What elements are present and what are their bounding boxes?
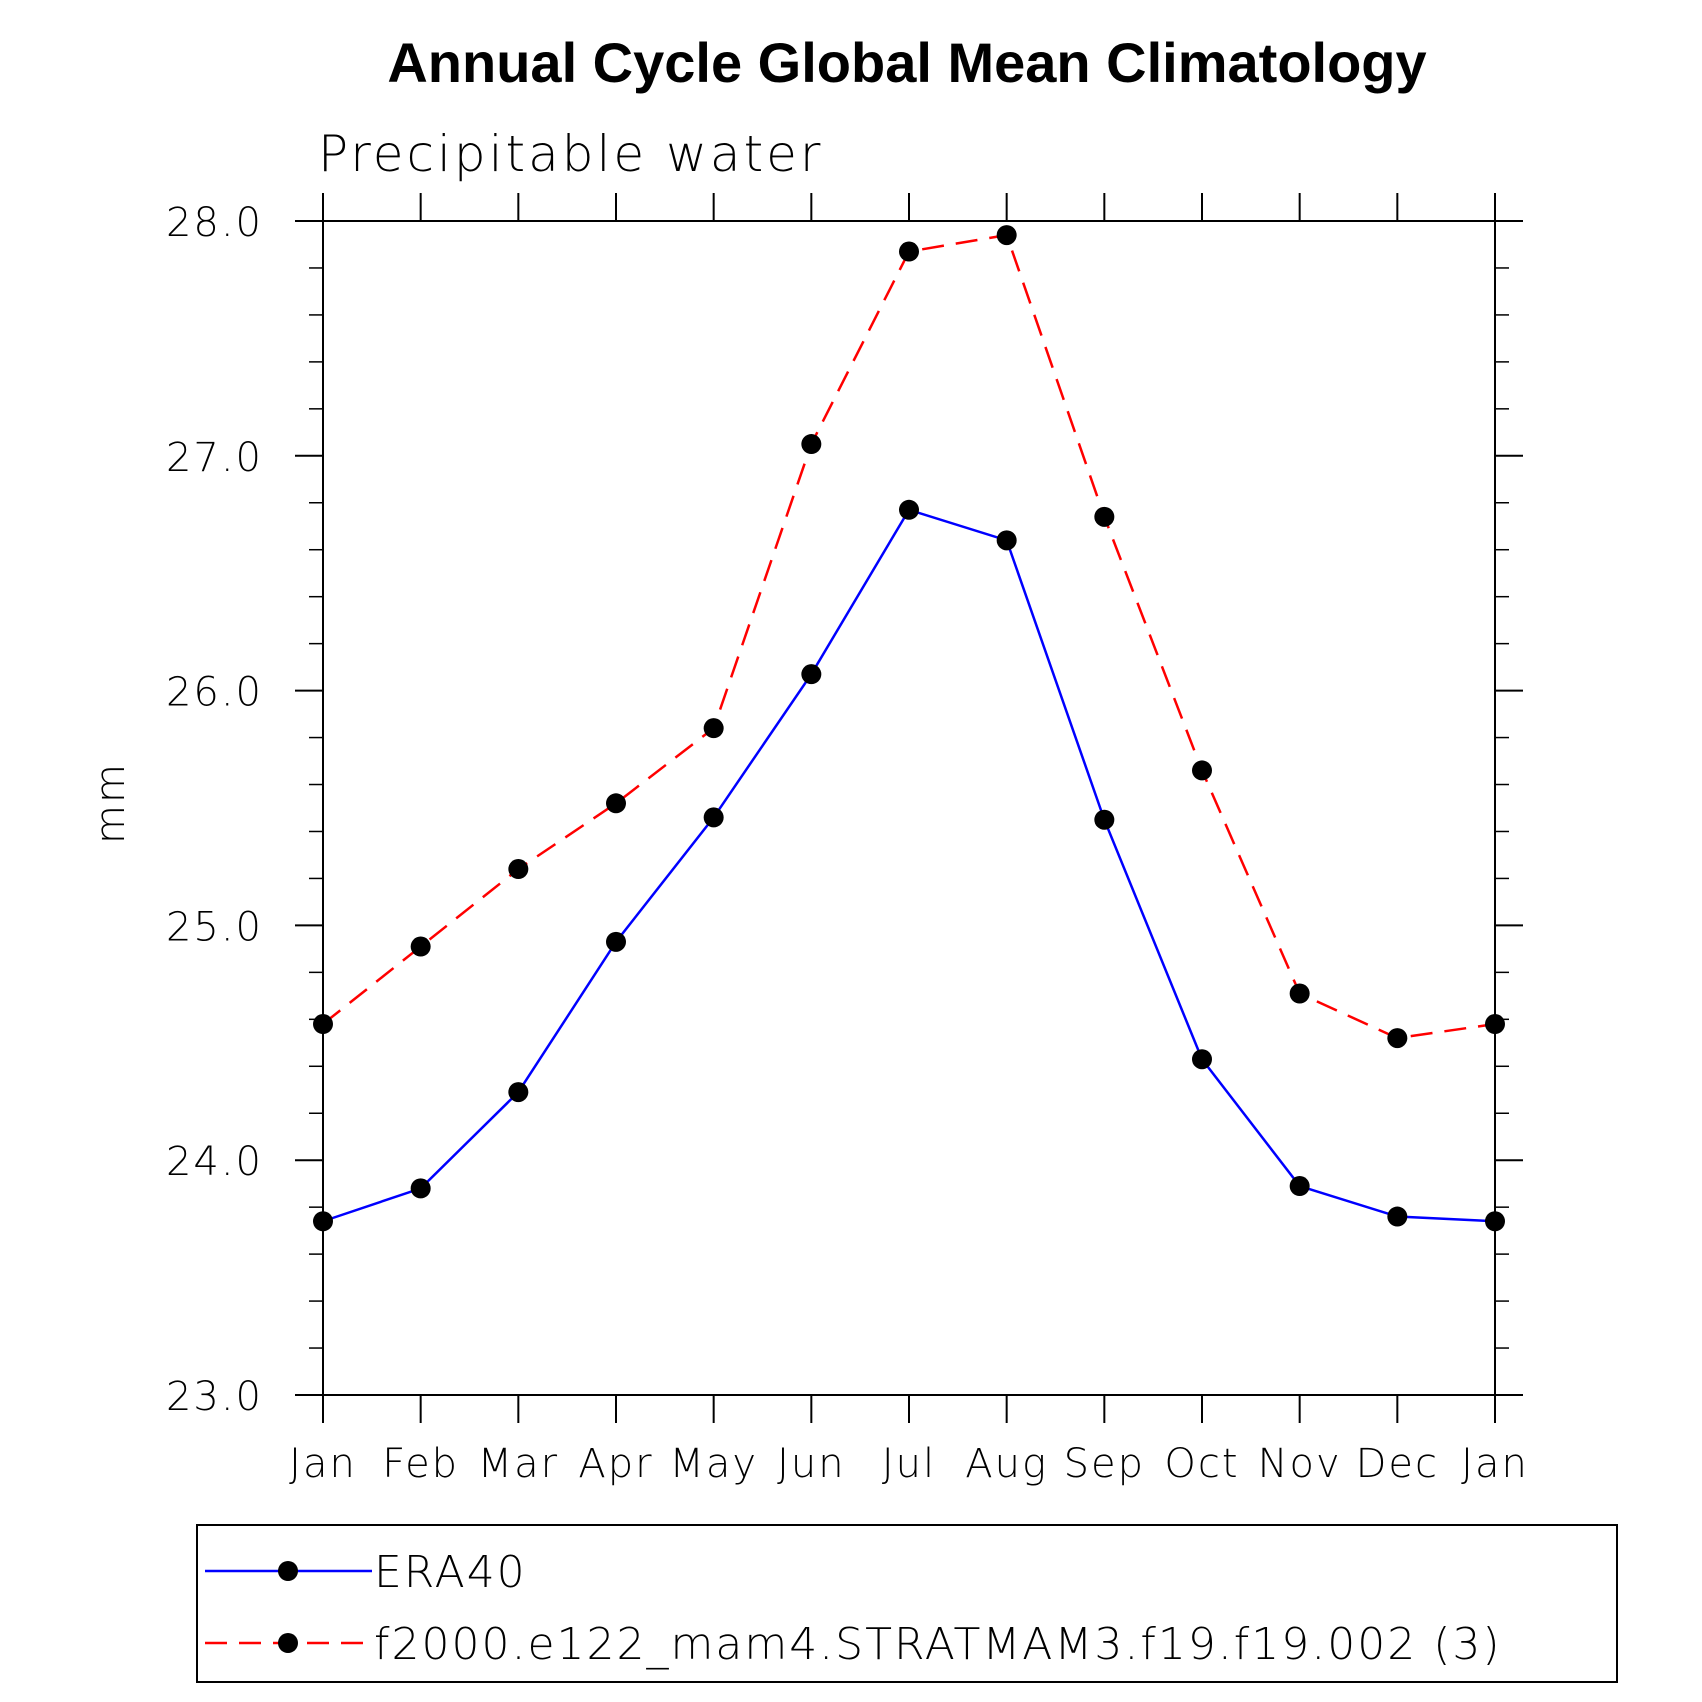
data-point — [313, 1014, 333, 1035]
chart-subtitle: Precipitable water — [318, 125, 824, 183]
x-tick-label: Aug — [965, 1441, 1048, 1487]
data-point — [996, 225, 1017, 246]
data-point — [1485, 1014, 1505, 1035]
data-point — [899, 241, 919, 262]
legend-label-model: f2000.e122_mam4.STRATMAM3.f19.f19.002 (3… — [374, 1619, 1502, 1670]
data-point — [899, 499, 919, 520]
x-tick-label: Jan — [1461, 1441, 1529, 1487]
y-tick-label: 28.0 — [166, 200, 263, 246]
chart-title: Annual Cycle Global Mean Climatology — [387, 31, 1426, 94]
data-point — [508, 859, 529, 880]
x-tick-label: Mar — [478, 1441, 559, 1487]
data-point — [1485, 1211, 1505, 1232]
series-line-1 — [322, 233, 1496, 1040]
series-line-0 — [322, 508, 1496, 1223]
y-tick-label: 23.0 — [166, 1374, 263, 1420]
data-point — [703, 807, 724, 828]
x-tick-label: May — [669, 1441, 758, 1487]
series-layer — [313, 225, 1505, 1232]
data-point — [1094, 506, 1115, 527]
x-tick-label: Dec — [1356, 1441, 1439, 1487]
x-tick-label: Jun — [777, 1441, 846, 1487]
legend-marker-model — [278, 1633, 298, 1653]
x-tick-label: Jul — [882, 1441, 936, 1487]
y-axis-label: mm — [88, 762, 134, 844]
data-point — [703, 718, 724, 739]
legend-marker-era40 — [278, 1561, 298, 1581]
data-point — [410, 1178, 431, 1199]
y-tick-label: 26.0 — [166, 670, 263, 716]
legend-box — [196, 1524, 1618, 1683]
data-point — [1192, 1049, 1212, 1070]
x-tick-label: Feb — [382, 1441, 459, 1487]
data-point — [606, 793, 626, 814]
data-point — [801, 664, 822, 685]
data-point — [1094, 809, 1115, 830]
x-tick-label: Apr — [578, 1441, 653, 1487]
x-tick-label: Jan — [289, 1441, 357, 1487]
data-point — [1289, 1176, 1310, 1197]
data-point — [1192, 760, 1212, 781]
x-tick-label: Nov — [1258, 1441, 1342, 1487]
x-tick-label: Oct — [1164, 1441, 1239, 1487]
data-point — [410, 936, 431, 957]
data-point — [1289, 983, 1310, 1004]
data-point — [1387, 1206, 1408, 1227]
y-tick-label: 25.0 — [166, 904, 263, 950]
data-point — [996, 530, 1017, 551]
y-tick-label: 27.0 — [166, 435, 263, 481]
data-point — [1387, 1028, 1408, 1049]
legend: ERA40 f2000.e122_mam4.STRATMAM3.f19.f19.… — [196, 1524, 1618, 1683]
data-point — [801, 434, 822, 455]
x-tick-label: Sep — [1064, 1441, 1145, 1487]
data-point — [313, 1211, 333, 1232]
legend-label-era40: ERA40 — [374, 1547, 527, 1598]
axes: Jan Feb Mar Apr May Jun Jul Aug Sep Oct Nov Dec Jan 2… — [166, 193, 1529, 1487]
y-tick-label: 24.0 — [166, 1139, 263, 1185]
plot-frame — [322, 220, 1496, 1396]
data-point — [606, 931, 626, 952]
data-point — [508, 1082, 529, 1103]
